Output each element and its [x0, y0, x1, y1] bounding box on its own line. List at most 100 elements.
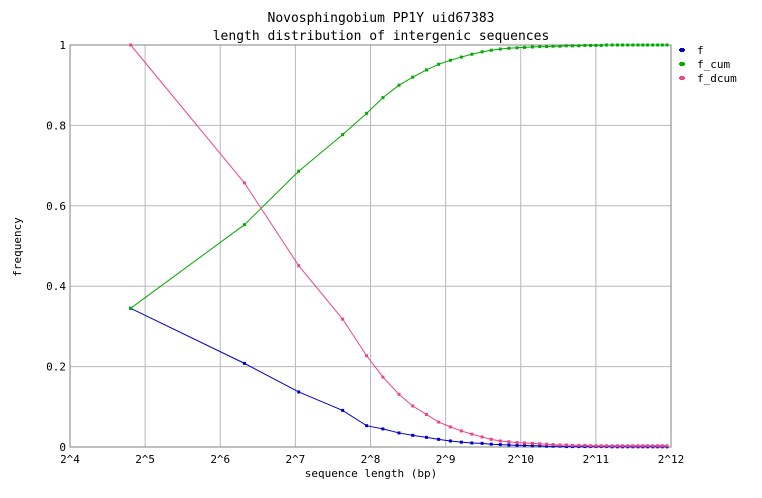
- data-point: [470, 52, 474, 56]
- data-point: [656, 444, 660, 448]
- data-point: [480, 441, 484, 445]
- data-point: [558, 443, 562, 447]
- data-point: [297, 390, 301, 394]
- data-point: [551, 44, 555, 48]
- x-tick-label: 2^11: [583, 453, 610, 466]
- data-point: [577, 44, 581, 48]
- legend-item: f: [679, 44, 704, 57]
- data-point: [515, 441, 519, 445]
- legend-item: f_dcum: [679, 72, 737, 85]
- data-point: [564, 445, 568, 449]
- data-point: [480, 50, 484, 54]
- data-point: [530, 444, 534, 448]
- data-point: [615, 43, 619, 47]
- data-point: [242, 181, 246, 185]
- series-layer: [129, 43, 669, 449]
- data-point: [381, 427, 385, 431]
- x-tick-label: 2^9: [436, 453, 456, 466]
- data-point: [646, 43, 650, 47]
- data-point: [470, 441, 474, 445]
- x-tick-label: 2^7: [285, 453, 305, 466]
- x-tick-label: 2^4: [60, 453, 80, 466]
- legend-label: f: [697, 44, 704, 57]
- data-point: [615, 444, 619, 448]
- data-point: [424, 435, 428, 439]
- data-point: [610, 43, 614, 47]
- y-tick-label: 0.2: [46, 361, 66, 374]
- data-point: [660, 43, 664, 47]
- series-f-dcum: [129, 43, 669, 448]
- data-point: [656, 43, 660, 47]
- data-point: [365, 424, 369, 428]
- data-point: [489, 48, 493, 52]
- legend-marker-bar: [679, 63, 685, 65]
- tick-labels: 2^4 2^5 2^6 2^7 2^8 2^9 2^10 2^11 2^12 0 0.2 0.4 0.6…: [46, 39, 684, 466]
- data-point: [459, 440, 463, 444]
- data-point: [636, 43, 640, 47]
- data-point: [583, 443, 587, 447]
- data-point: [665, 43, 669, 47]
- data-point: [515, 46, 519, 50]
- data-point: [583, 43, 587, 47]
- y-axis-label: frequency: [11, 217, 24, 277]
- y-tick-label: 0.6: [46, 200, 66, 213]
- data-point: [129, 306, 133, 310]
- data-point: [437, 420, 441, 424]
- legend-label: f_cum: [697, 58, 730, 71]
- data-point: [594, 444, 598, 448]
- data-point: [297, 264, 301, 268]
- data-point: [577, 443, 581, 447]
- data-point: [498, 439, 502, 443]
- data-point: [610, 444, 614, 448]
- data-point: [448, 439, 452, 443]
- data-point: [480, 435, 484, 439]
- data-point: [448, 58, 452, 62]
- data-point: [411, 75, 415, 79]
- data-point: [551, 444, 555, 448]
- data-point: [129, 43, 133, 47]
- data-point: [297, 169, 301, 173]
- data-point: [641, 43, 645, 47]
- data-point: [381, 375, 385, 379]
- y-tick-label: 0.4: [46, 280, 66, 293]
- data-point: [621, 43, 625, 47]
- grid: [70, 45, 671, 447]
- data-point: [564, 443, 568, 447]
- data-point: [665, 444, 669, 448]
- data-point: [397, 431, 401, 435]
- series-line: [130, 307, 668, 448]
- data-point: [636, 444, 640, 448]
- data-point: [411, 433, 415, 437]
- legend-marker-bar: [679, 49, 685, 51]
- data-point: [646, 444, 650, 448]
- data-point: [631, 43, 635, 47]
- data-point: [470, 432, 474, 436]
- x-tick-label: 2^5: [135, 453, 155, 466]
- data-point: [424, 68, 428, 72]
- x-axis-label: sequence length (bp): [305, 467, 437, 480]
- data-point: [397, 392, 401, 396]
- data-point: [507, 443, 511, 447]
- data-point: [621, 444, 625, 448]
- data-point: [530, 45, 534, 49]
- data-point: [599, 444, 603, 448]
- y-tick-label: 0.8: [46, 119, 66, 132]
- data-point: [551, 443, 555, 447]
- data-point: [626, 444, 630, 448]
- x-tick-label: 2^6: [210, 453, 230, 466]
- data-point: [538, 442, 542, 446]
- data-point: [489, 442, 493, 446]
- data-point: [424, 412, 428, 416]
- plot-frame: [69, 44, 672, 448]
- data-point: [522, 443, 526, 447]
- data-point: [605, 43, 609, 47]
- series-line: [130, 44, 668, 447]
- data-point: [545, 45, 549, 49]
- data-point: [530, 441, 534, 445]
- data-point: [570, 443, 574, 447]
- data-point: [489, 437, 493, 441]
- legend-label: f_dcum: [697, 72, 737, 85]
- data-point: [605, 444, 609, 448]
- data-point: [515, 443, 519, 447]
- data-point: [507, 46, 511, 50]
